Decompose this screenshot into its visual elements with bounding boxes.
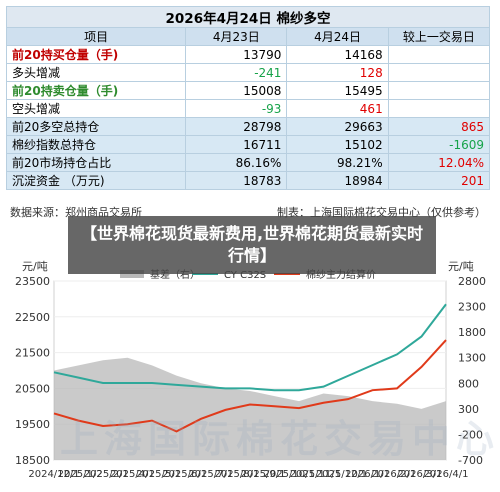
left-axis-unit: 元/吨 [22,260,48,273]
value-apr24: 98.21% [286,153,389,172]
right-tick-label: 2300 [458,301,486,314]
row-label: 前20市场持仓占比 [5,153,187,172]
value-change: 865 [387,117,491,136]
x-tick-label: 2026/4/1 [424,469,469,480]
value-change: 12.04% [387,153,491,172]
x-tick-label: 2025/4/1 [110,469,155,480]
legend-swatch [120,270,144,278]
header-apr24: 4月24日 [286,27,389,46]
value-apr23: 18783 [185,171,288,190]
value-apr24: 128 [286,63,389,82]
value-apr23: -241 [185,63,288,82]
x-tick-label: 2026/2/1 [371,469,416,480]
value-apr23: 28798 [185,117,288,136]
value-apr23: 16711 [185,135,288,154]
right-tick-label: 800 [458,377,479,390]
value-apr23: -93 [185,99,288,118]
right-tick-label: 300 [458,403,479,416]
table-row: 前20多空总持仓 28798 29663 865 [5,117,491,136]
headline-banner: 【世界棉花现货最新费用,世界棉花期货最新实时行情】 [68,216,436,274]
value-apr23: 15008 [185,81,288,100]
left-tick-label: 20500 [15,382,50,395]
row-label: 空头增减 [5,99,187,118]
left-tick-label: 21500 [15,347,50,360]
row-label: 前20持买仓量（手) [5,45,187,64]
value-apr24: 29663 [286,117,389,136]
value-apr24: 15102 [286,135,389,154]
row-label: 多头增减 [5,63,187,82]
price-chart: 元/吨 元/吨 18500 19500 20500 21500 22500 23500 -700… [15,260,486,480]
x-tick-label: 2025/12/1 [316,469,367,480]
x-tick-label: 2025/1/2 [58,469,103,480]
right-tick-label: 2800 [458,275,486,288]
value-change: -1609 [387,135,491,154]
left-tick-label: 19500 [15,418,50,431]
value-change [387,81,491,100]
value-apr23: 86.16% [185,153,288,172]
header-change: 较上一交易日 [387,27,491,46]
table-row: 前20市场持仓占比 86.16% 98.21% 12.04% [5,153,491,172]
x-tick-label: 2025/8/1 [214,469,259,480]
x-tick-label: 2025/5/1 [136,469,181,480]
x-tick-label: 2025/11/1 [290,469,341,480]
left-tick-label: 22500 [15,311,50,324]
table-row: 多头增减 -241 128 [5,63,491,82]
x-tick-label: 2026/1/1 [345,469,390,480]
row-label: 棉纱指数总持仓 [5,135,187,154]
row-label: 前20持卖仓量（手) [5,81,187,100]
legend-label: CY C32S [224,270,266,281]
right-tick-label: 1800 [458,326,486,339]
table-row: 沉淀资金 （万元) 18783 18984 201 [5,171,491,190]
value-change [387,99,491,118]
row-label: 沉淀资金 （万元) [5,171,187,190]
table-row: 棉纱指数总持仓 16711 15102 -1609 [5,135,491,154]
value-apr24: 15495 [286,81,389,100]
value-apr24: 14168 [286,45,389,64]
data-source: 数据来源：郑州商品交易所 [10,206,142,219]
value-change [387,45,491,64]
watermark: 上海国际棉花交易中心 [60,417,500,461]
cotton-yarn-position-table: 2026年4月24日 棉纱多空 项目 4月23日 4月24日 较上一交易日 前2… [5,6,491,190]
table-maker: 制表：上海国际棉花交易中心（仅供参考） [277,206,486,219]
value-change [387,63,491,82]
x-tick-label: 2025/2/1 [84,469,129,480]
value-change: 201 [387,171,491,190]
table-title: 2026年4月24日 棉纱多空 [6,6,490,28]
x-tick-label: 2025/10/1 [264,469,315,480]
x-tick-label: 2025/6/1 [162,469,207,480]
table-row: 前20持卖仓量（手) 15008 15495 [5,81,491,100]
left-tick-label: 23500 [15,275,50,288]
table-row: 空头增减 -93 461 [5,99,491,118]
right-tick-label: -200 [458,428,483,441]
row-label: 前20多空总持仓 [5,117,187,136]
left-tick-label: 18500 [15,454,50,467]
header-apr23: 4月23日 [185,27,288,46]
header-item: 项目 [5,27,187,46]
x-tick-label: 2025/7/1 [188,469,233,480]
x-tick-label: 2024/12/1 [28,469,79,480]
right-axis-unit: 元/吨 [448,260,474,273]
right-tick-label: 1300 [458,352,486,365]
right-tick-label: -700 [458,454,483,467]
table-row: 前20持买仓量（手) 13790 14168 [5,45,491,64]
value-apr24: 461 [286,99,389,118]
value-apr24: 18984 [286,171,389,190]
x-tick-label: 2025/9/1 [241,469,286,480]
value-apr23: 13790 [185,45,288,64]
x-tick-label: 2026/3/1 [397,469,442,480]
table-body: 前20持买仓量（手) 13790 14168 多头增减 -241 128 前20持卖仓量（手… [5,45,491,190]
